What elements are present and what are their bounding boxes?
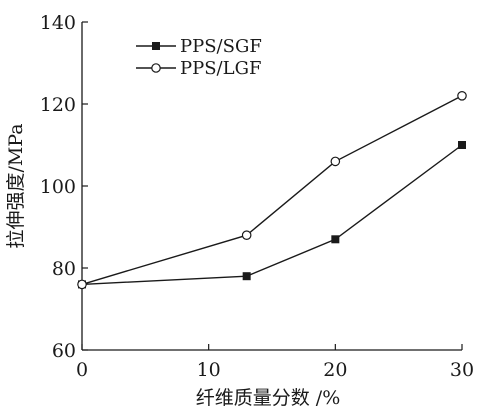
- y-tick-label: 100: [40, 176, 76, 198]
- x-tick-label: 0: [76, 359, 88, 381]
- data-point: [77, 279, 87, 290]
- y-axis-label: 拉伸强度/MPa: [5, 123, 27, 248]
- legend-label: PPS/SGF: [180, 36, 262, 57]
- x-tick-label: 20: [323, 359, 347, 381]
- series-layer: [77, 91, 467, 290]
- y-tick-label: 120: [40, 94, 76, 116]
- x-tick-label: 30: [450, 359, 474, 381]
- y-tick-label: 80: [52, 258, 76, 280]
- x-ticks: 0 10 20 30: [76, 344, 474, 381]
- y-tick-label: 140: [40, 12, 76, 34]
- x-axis-label: 纤维质量分数 /%: [196, 387, 341, 409]
- y-tick-label: 60: [52, 340, 76, 362]
- data-point: [242, 272, 251, 281]
- legend-marker: [151, 63, 161, 73]
- series-line: [81, 144, 463, 286]
- legend-label: PPS/LGF: [180, 58, 261, 79]
- series-pps-lgf: [77, 91, 467, 290]
- y-ticks: 60 80 100 120 140: [40, 12, 88, 362]
- data-point: [331, 235, 340, 244]
- legend-marker: [152, 42, 160, 50]
- x-tick-label: 10: [197, 359, 221, 381]
- legend-item: PPS/SGF: [136, 36, 262, 57]
- data-point: [241, 230, 252, 240]
- data-point: [458, 141, 466, 149]
- data-point: [330, 156, 341, 167]
- legend-item: PPS/LGF: [136, 58, 261, 79]
- series-line: [81, 95, 463, 286]
- data-point: [457, 91, 467, 101]
- axes: [81, 22, 462, 351]
